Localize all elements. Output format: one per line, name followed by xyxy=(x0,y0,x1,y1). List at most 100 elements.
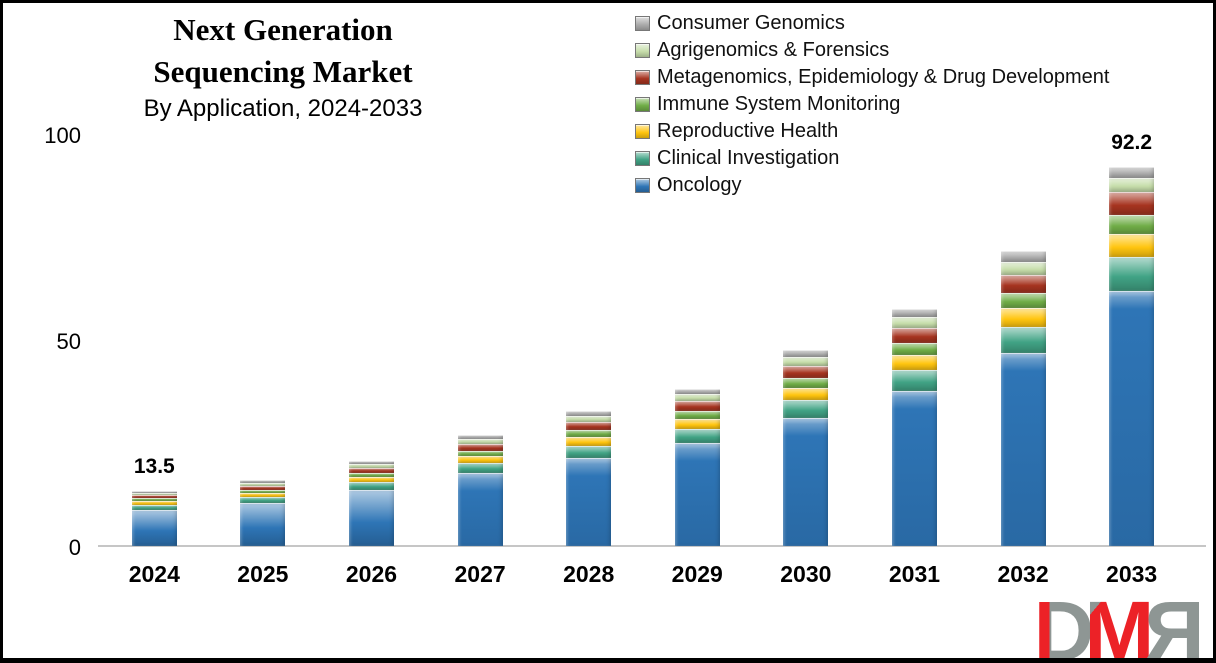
bar-segment-oncology xyxy=(891,391,937,546)
legend-label: Reproductive Health xyxy=(657,120,839,142)
bar-segment-consumer-genomics xyxy=(566,411,612,416)
bar-segment-oncology xyxy=(783,418,829,546)
bar-segment-agrigenomics-forensics xyxy=(348,464,394,468)
legend-swatch-icon xyxy=(635,16,650,31)
legend-item: Reproductive Health xyxy=(635,118,1109,145)
legend-item: Clinical Investigation xyxy=(635,145,1109,172)
bar-segment-oncology xyxy=(457,473,503,546)
bar-segment-clinical-investigation xyxy=(783,400,829,418)
bar-group xyxy=(860,134,969,546)
bar-group xyxy=(643,134,752,546)
stacked-bar xyxy=(131,491,177,546)
legend-swatch-icon xyxy=(635,70,650,85)
bar-segment-agrigenomics-forensics xyxy=(457,439,503,444)
y-axis-tick: 0 xyxy=(68,535,81,560)
stacked-bar xyxy=(783,350,829,546)
bar-segment-clinical-investigation xyxy=(891,370,937,391)
stacked-bar xyxy=(240,480,286,546)
y-axis-tick: 100 xyxy=(44,123,81,148)
stacked-bar xyxy=(674,389,720,546)
bar-segment-reproductive-health xyxy=(240,493,286,497)
chart-title-line2: Sequencing Market xyxy=(153,54,413,89)
y-axis-tick: 50 xyxy=(56,329,81,354)
legend-label: Oncology xyxy=(657,174,742,196)
dmr-logo: D M R xyxy=(1033,584,1205,663)
stacked-bar xyxy=(891,309,937,546)
bar-segment-metagenomics-epidemiology xyxy=(891,328,937,343)
bar-group xyxy=(426,134,535,546)
bar-segment-agrigenomics-forensics xyxy=(674,394,720,401)
bar-segment-metagenomics-epidemiology xyxy=(1109,192,1155,215)
bar-segment-reproductive-health xyxy=(1000,308,1046,327)
bar-segment-metagenomics-epidemiology xyxy=(457,444,503,451)
bar-segment-immune-system xyxy=(1109,215,1155,234)
bar-segment-reproductive-health xyxy=(783,388,829,400)
bar-segment-oncology xyxy=(674,443,720,546)
legend-label: Agrigenomics & Forensics xyxy=(657,39,890,61)
bar-segment-consumer-genomics xyxy=(783,350,829,357)
logo-letter-m: M xyxy=(1084,584,1155,663)
legend-label: Consumer Genomics xyxy=(657,12,845,34)
legend-swatch-icon xyxy=(635,124,650,139)
bar-segment-immune-system xyxy=(566,430,612,437)
bar-group xyxy=(209,134,318,546)
bar-segment-consumer-genomics xyxy=(457,435,503,439)
bar-segment-oncology xyxy=(131,510,177,546)
bar-segment-consumer-genomics xyxy=(240,480,286,483)
bar-segment-consumer-genomics xyxy=(674,389,720,394)
bar-segment-metagenomics-epidemiology xyxy=(783,366,829,378)
plot-area: 13.5 92.2 xyxy=(100,131,1186,546)
bar-segment-clinical-investigation xyxy=(1109,257,1155,291)
bar-segment-reproductive-health xyxy=(674,419,720,429)
bar-segment-metagenomics-epidemiology xyxy=(1000,275,1046,293)
x-axis-labels: 2024 2025 2026 2027 2028 2029 2030 2031 2032 2033 xyxy=(100,561,1186,588)
stacked-bar xyxy=(348,461,394,546)
title-block: Next Generation Sequencing Market By App… xyxy=(58,9,508,124)
bar-value-label: 13.5 xyxy=(133,455,175,478)
bar-segment-oncology xyxy=(1109,291,1155,546)
legend-label: Clinical Investigation xyxy=(657,147,840,169)
bar-segment-metagenomics-epidemiology xyxy=(131,495,177,498)
bar-segment-oncology xyxy=(240,503,286,546)
bar-segment-reproductive-health xyxy=(457,456,503,463)
bar-segment-clinical-investigation xyxy=(674,429,720,443)
bar-segment-agrigenomics-forensics xyxy=(1000,262,1046,275)
x-axis-label: 2032 xyxy=(997,561,1049,587)
bar-value-label: 92.2 xyxy=(1111,131,1153,154)
bar-segment-immune-system xyxy=(131,498,177,501)
bar-group xyxy=(317,134,426,546)
x-axis-label: 2033 xyxy=(1106,561,1158,587)
bar-segment-metagenomics-epidemiology xyxy=(566,422,612,430)
chart-title-line1: Next Generation xyxy=(173,12,393,47)
legend-item: Consumer Genomics xyxy=(635,10,1109,37)
bar-segment-agrigenomics-forensics xyxy=(131,493,177,495)
x-axis-label: 2026 xyxy=(345,561,398,587)
bar-segment-immune-system xyxy=(348,473,394,477)
logo-letter-r: R xyxy=(1144,584,1205,663)
bar-segment-clinical-investigation xyxy=(131,505,177,510)
bar-segment-consumer-genomics xyxy=(1109,167,1155,178)
bar-segment-immune-system xyxy=(240,490,286,493)
bar-segment-consumer-genomics xyxy=(348,461,394,464)
bar-segment-immune-system xyxy=(783,378,829,388)
x-axis-label: 2031 xyxy=(888,561,941,587)
legend-item: Immune System Monitoring xyxy=(635,91,1109,118)
bar-group xyxy=(534,134,643,546)
bar-group xyxy=(969,134,1078,546)
legend-swatch-icon xyxy=(635,43,650,58)
legend-swatch-icon xyxy=(635,151,650,166)
bar-segment-agrigenomics-forensics xyxy=(783,357,829,366)
bar-segment-clinical-investigation xyxy=(457,463,503,473)
bar-segment-immune-system xyxy=(674,411,720,419)
legend-swatch-icon xyxy=(635,178,650,193)
chart-subtitle: By Application, 2024-2033 xyxy=(143,95,423,122)
bar-segment-clinical-investigation xyxy=(1000,327,1046,353)
bar-segment-agrigenomics-forensics xyxy=(240,483,286,486)
bar-segment-clinical-investigation xyxy=(240,497,286,503)
bar-segment-reproductive-health xyxy=(348,477,394,482)
bar-segment-metagenomics-epidemiology xyxy=(674,401,720,411)
logo-letter-d: D xyxy=(1033,584,1095,663)
bar-segment-reproductive-health xyxy=(131,501,177,505)
x-axis-label: 2029 xyxy=(671,561,723,587)
